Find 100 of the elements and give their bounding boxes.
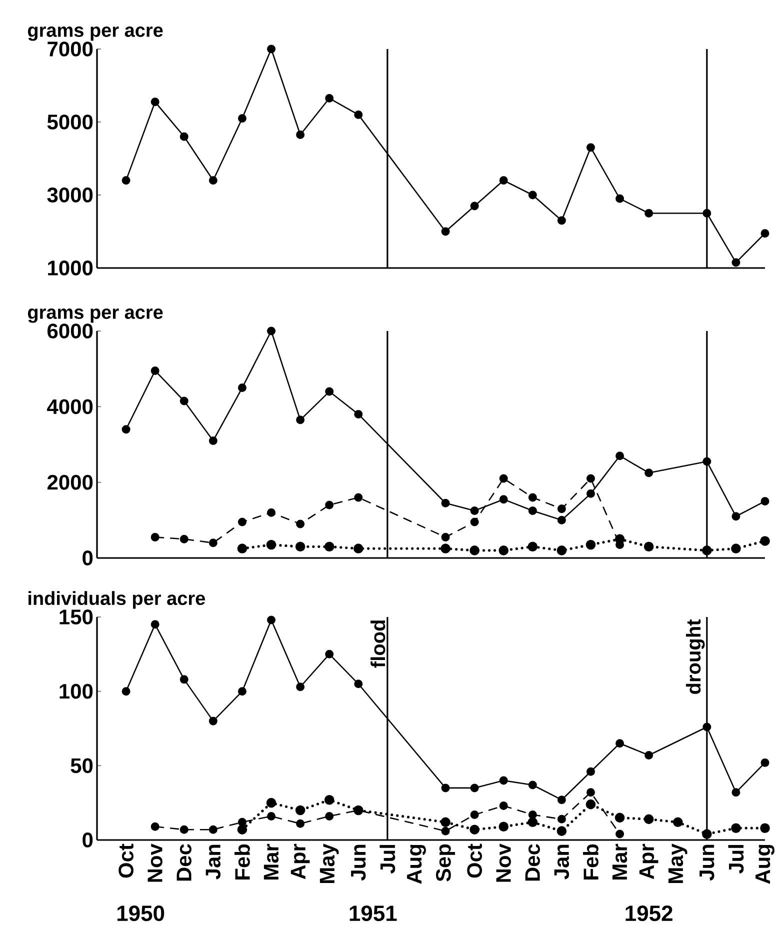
point	[325, 500, 334, 510]
point	[208, 436, 218, 445]
point	[296, 520, 305, 528]
point	[122, 687, 130, 696]
point	[267, 812, 276, 820]
ref-line-label: flood	[370, 620, 386, 668]
text: 1951	[350, 906, 397, 922]
point	[499, 495, 508, 504]
point	[238, 687, 246, 696]
point	[644, 542, 654, 552]
point	[470, 810, 479, 819]
point	[267, 616, 276, 624]
point	[702, 829, 712, 839]
point	[441, 498, 450, 508]
x-tick-label: Apr	[639, 844, 658, 880]
point	[586, 143, 595, 152]
point	[586, 788, 595, 797]
point	[441, 532, 450, 542]
point	[644, 814, 654, 824]
point	[470, 824, 480, 834]
point	[237, 824, 248, 834]
point	[732, 788, 740, 797]
y-axis-title: grams per acre	[28, 308, 163, 323]
point	[267, 326, 276, 336]
point	[557, 516, 566, 524]
y-tick-label: 7000	[48, 42, 93, 56]
point	[470, 518, 479, 526]
y-tick-label: 4000	[47, 399, 93, 414]
point	[267, 44, 276, 54]
x-tick-label: Nov	[148, 844, 162, 882]
point	[528, 817, 538, 828]
point	[557, 796, 566, 804]
point	[354, 493, 363, 502]
x-tick-label: Apr	[290, 844, 310, 880]
x-tick-label: Mar	[612, 844, 628, 880]
point	[180, 534, 188, 544]
point	[528, 493, 537, 502]
text: 1952	[626, 906, 672, 922]
y-axis-title: grams per acre	[28, 26, 163, 41]
point	[499, 776, 508, 785]
point	[557, 814, 566, 824]
point	[238, 518, 246, 526]
point	[557, 216, 566, 225]
point	[702, 546, 712, 556]
point	[702, 457, 712, 466]
x-tick-label: Nov	[496, 844, 511, 882]
y-tick-label: 3000	[47, 188, 93, 202]
x-tick-label: Feb	[583, 844, 598, 880]
x-tick-label: Jan	[554, 844, 570, 880]
point	[441, 826, 450, 836]
point	[208, 176, 218, 185]
y-axis-title: individuals per acre	[28, 591, 205, 609]
point	[470, 546, 480, 556]
point	[470, 202, 479, 210]
point	[731, 823, 741, 833]
point	[354, 680, 363, 688]
x-tick-label: Mar	[264, 844, 279, 880]
point	[354, 110, 363, 119]
point	[295, 805, 306, 816]
point	[586, 799, 596, 810]
point	[296, 130, 305, 140]
x-tick-label: Aug	[407, 844, 426, 884]
x-tick-label: Jun	[351, 844, 366, 881]
point	[702, 209, 712, 218]
point	[150, 366, 160, 375]
x-tick-label: Dec	[176, 844, 192, 881]
point	[614, 812, 625, 823]
point	[470, 784, 479, 792]
x-tick-label: May	[320, 844, 339, 883]
y-tick-label: 6000	[48, 324, 93, 338]
point	[644, 209, 654, 218]
x-tick-label: Jun	[700, 844, 714, 881]
point	[208, 825, 218, 834]
point	[528, 190, 537, 200]
point	[237, 544, 248, 554]
point	[528, 810, 537, 819]
point	[238, 818, 246, 826]
point	[499, 802, 508, 810]
point	[616, 830, 624, 838]
x-tick-label: Oct	[467, 844, 482, 878]
point	[732, 512, 740, 521]
point	[731, 544, 741, 554]
point	[702, 722, 712, 732]
point	[760, 823, 770, 833]
point	[208, 538, 218, 548]
point	[150, 98, 160, 106]
point	[325, 650, 334, 658]
point	[470, 506, 479, 515]
point	[528, 780, 537, 790]
ref-line-label: drought	[686, 619, 705, 694]
point	[122, 425, 130, 434]
point	[296, 416, 305, 424]
point	[122, 176, 130, 185]
point	[267, 508, 276, 517]
point	[614, 534, 625, 544]
point	[760, 758, 770, 767]
y-tick-label: 5000	[47, 114, 93, 130]
point	[324, 794, 334, 805]
point	[295, 542, 306, 552]
point	[180, 396, 188, 406]
